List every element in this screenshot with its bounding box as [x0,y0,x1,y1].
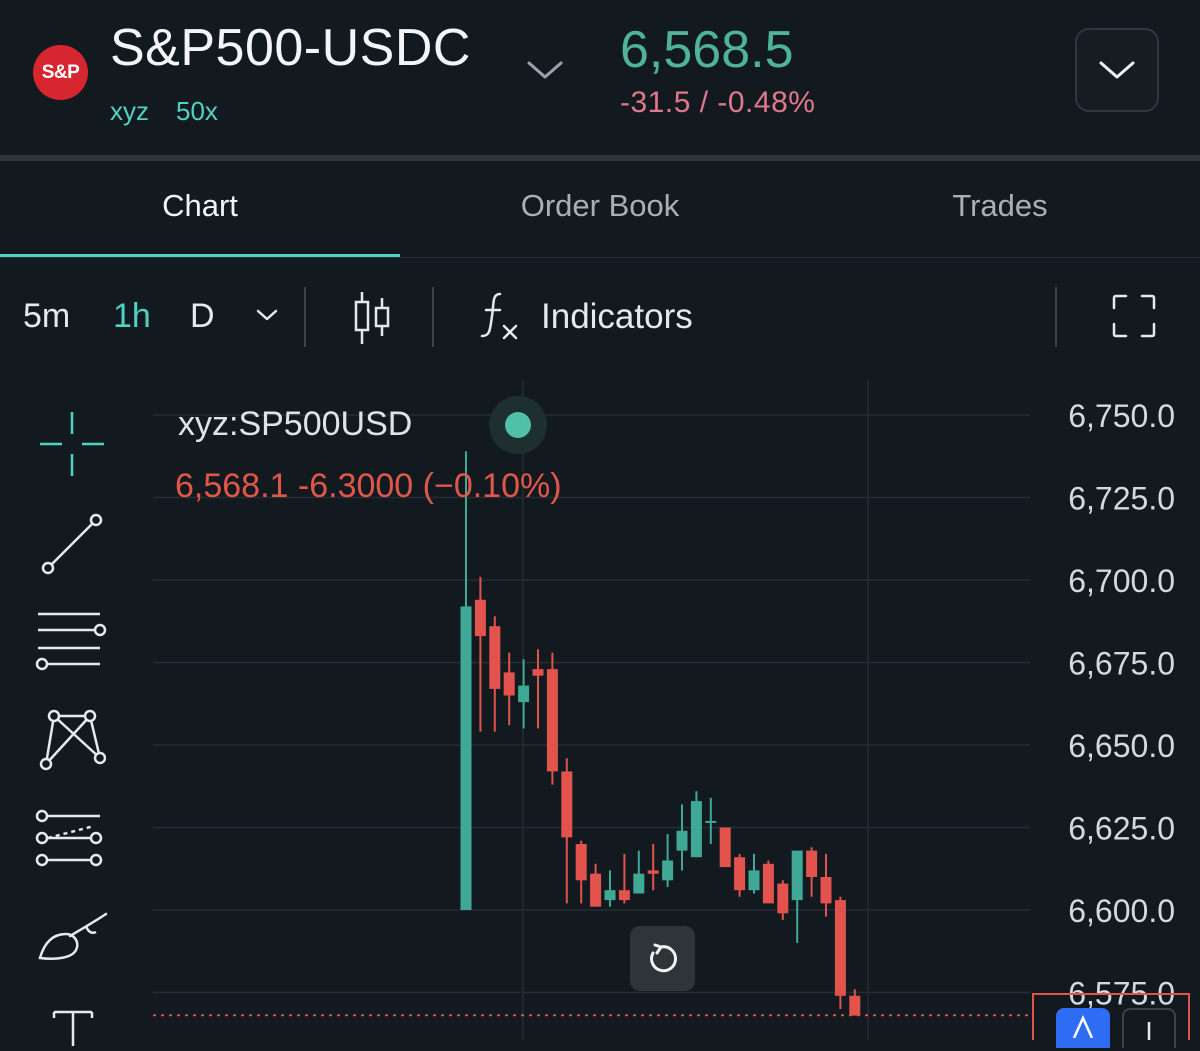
header-divider [0,155,1200,161]
price-chart[interactable]: 6,750.0 6,725.0 6,700.0 6,675.0 6,650.0 6,625… [0,370,1200,1040]
function-icon[interactable] [478,290,522,347]
candle [618,853,630,904]
candle [748,853,760,894]
toolbar-separator [432,287,434,347]
fib-icon[interactable] [34,808,108,877]
mark-price: 6,568.5 [620,21,794,79]
dex-label: xyz [110,96,149,126]
candle [676,804,688,871]
indicators-button[interactable]: Indicators [541,297,693,336]
auto-scale-icon [1072,1014,1094,1038]
chart-legend-symbol: xyz:SP500USD [178,405,413,443]
expand-menu-button[interactable] [1075,28,1159,112]
candle [734,853,746,897]
candle [590,863,602,907]
y-axis-tick-label: 6,750.0 [1068,398,1175,434]
candle [561,758,573,904]
candle [604,870,616,907]
crosshair-icon[interactable] [38,410,106,483]
leverage-badge[interactable]: 50x [176,96,218,126]
candle [806,847,818,897]
y-axis-tick-label: 6,625.0 [1068,811,1175,847]
tab-order-book[interactable]: Order Book [520,188,680,223]
candle [575,840,587,904]
active-tab-indicator [0,254,400,257]
candle [690,791,702,858]
pattern-icon[interactable] [36,706,107,779]
candle [503,652,515,726]
sp500-logo: S&P [33,45,88,100]
candle [762,860,774,904]
candle [834,896,846,1009]
candle [532,649,544,729]
chart-legend-values: 6,568.1 -6.3000 (−0.10%) [175,467,562,505]
timeframe-d[interactable]: D [190,297,215,335]
log-scale-icon [1147,1022,1151,1040]
candle [546,652,558,785]
reset-icon [649,943,677,972]
toolbar-separator [1055,287,1057,347]
toolbar-separator [304,287,306,347]
chevron-down-icon [1099,61,1135,79]
y-axis-tick-label: 6,650.0 [1068,728,1175,764]
timeframe-chevron-down-icon[interactable] [254,305,280,330]
y-axis-tick-label: 6,700.0 [1068,563,1175,599]
candle [647,844,659,891]
fullscreen-icon[interactable] [1110,292,1158,345]
candle [705,797,717,844]
tabs-divider [0,257,1200,258]
candles-icon[interactable] [350,290,394,351]
timeframe-1h[interactable]: 1h [113,297,151,335]
tab-trades[interactable]: Trades [952,188,1048,223]
candle [489,616,501,732]
trendline-icon[interactable] [38,510,106,583]
candle [791,850,803,943]
reset-chart-button[interactable] [630,926,695,991]
y-axis-tick-label: 6,675.0 [1068,646,1175,682]
y-axis-tick-label: 6,600.0 [1068,893,1175,929]
candle [460,451,472,910]
price-change: -31.5 / -0.48% [620,86,816,119]
candle [474,576,486,732]
tab-chart[interactable]: Chart [162,188,238,223]
log-scale-button[interactable] [1122,1008,1176,1048]
candle [777,880,789,920]
symbol-chevron-down-icon[interactable] [525,55,565,85]
candle [719,827,731,868]
brush-icon[interactable] [36,908,110,971]
y-axis-tick-label: 6,725.0 [1068,481,1175,517]
auto-scale-button[interactable] [1056,1008,1110,1048]
candle [820,853,832,917]
candle [662,834,674,887]
candle [849,989,861,1016]
candle [518,659,530,729]
candle [633,850,645,894]
market-symbol[interactable]: S&P500-USDC [110,19,471,77]
market-header [0,0,1200,155]
last-price-tag [1032,993,1190,1040]
timeframe-5m[interactable]: 5m [23,297,71,335]
market-open-status-icon [488,395,548,460]
horizontal-lines-icon[interactable] [34,608,108,677]
